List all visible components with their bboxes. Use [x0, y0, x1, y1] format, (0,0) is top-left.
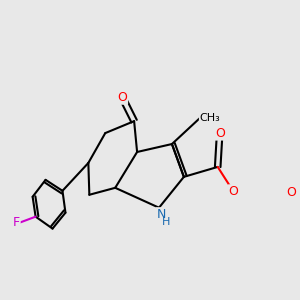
Text: O: O — [215, 127, 225, 140]
Text: N: N — [156, 208, 166, 221]
Text: H: H — [162, 217, 170, 226]
Text: O: O — [229, 185, 238, 198]
Text: F: F — [13, 216, 20, 229]
Text: CH₃: CH₃ — [200, 113, 220, 123]
Text: O: O — [117, 91, 127, 104]
Text: O: O — [286, 186, 296, 199]
